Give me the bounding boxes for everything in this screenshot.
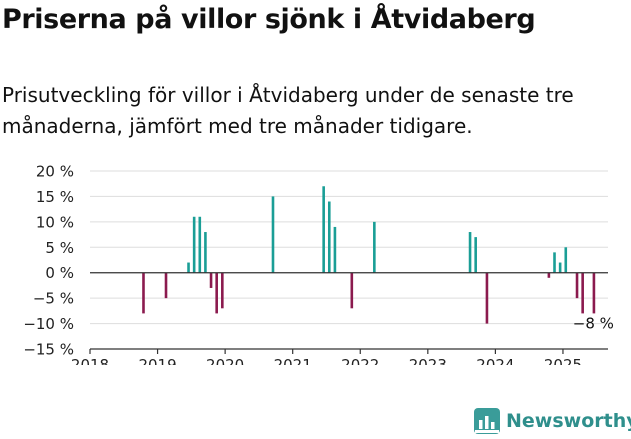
bar (468, 232, 472, 273)
bar (142, 272, 145, 314)
x-tick-label: 2025 (544, 356, 582, 365)
y-tick-label: 10 % (36, 213, 74, 231)
bar (485, 272, 489, 324)
latest-value-annotation: −8 % (573, 314, 614, 332)
bar (373, 221, 376, 273)
bar (215, 272, 218, 314)
bar (333, 226, 337, 273)
x-tick-label: 2020 (206, 356, 244, 365)
bar (192, 216, 196, 273)
bar (547, 272, 551, 278)
bar (592, 272, 596, 314)
y-tick-label: 5 % (45, 239, 74, 257)
y-tick-label: −15 % (23, 341, 74, 359)
chart-subtitle: Prisutveckling för villor i Åtvidaberg u… (2, 83, 574, 138)
x-tick-label: 2021 (274, 356, 312, 365)
x-tick-label: 2019 (138, 356, 176, 365)
bar (558, 262, 562, 273)
bar (164, 272, 168, 299)
bar (474, 237, 477, 273)
x-tick-label: 2023 (409, 356, 447, 365)
bar (187, 262, 190, 273)
y-tick-label: 20 % (36, 163, 74, 181)
bar (581, 272, 584, 314)
bar (327, 201, 331, 273)
bar (575, 272, 579, 299)
x-tick-label: 2024 (476, 356, 514, 365)
chart-title: Priserna på villor sjönk i Åtvidaberg (2, 4, 536, 35)
x-tick-label: 2022 (341, 356, 379, 365)
x-tick-label: 2018 (71, 356, 109, 365)
bar (204, 232, 207, 273)
bar-chart: 20 % 15 % 10 % 5 % 0 % −5 % −10 % −15 %2018 2019… (23, 163, 614, 366)
bar (564, 247, 568, 273)
bar (271, 196, 275, 273)
bar (350, 272, 354, 309)
bar (198, 216, 202, 273)
y-tick-label: 0 % (45, 264, 74, 282)
bar (553, 252, 556, 273)
y-tick-label: −10 % (23, 315, 74, 333)
bar (221, 272, 224, 309)
bar (209, 272, 213, 288)
y-tick-label: 15 % (36, 188, 74, 206)
bar-chart-logo-icon (474, 408, 500, 434)
brand-name: Newsworthy (506, 410, 631, 432)
y-tick-label: −5 % (33, 290, 74, 308)
brand: Newsworthy (474, 406, 631, 436)
bar (322, 186, 325, 273)
